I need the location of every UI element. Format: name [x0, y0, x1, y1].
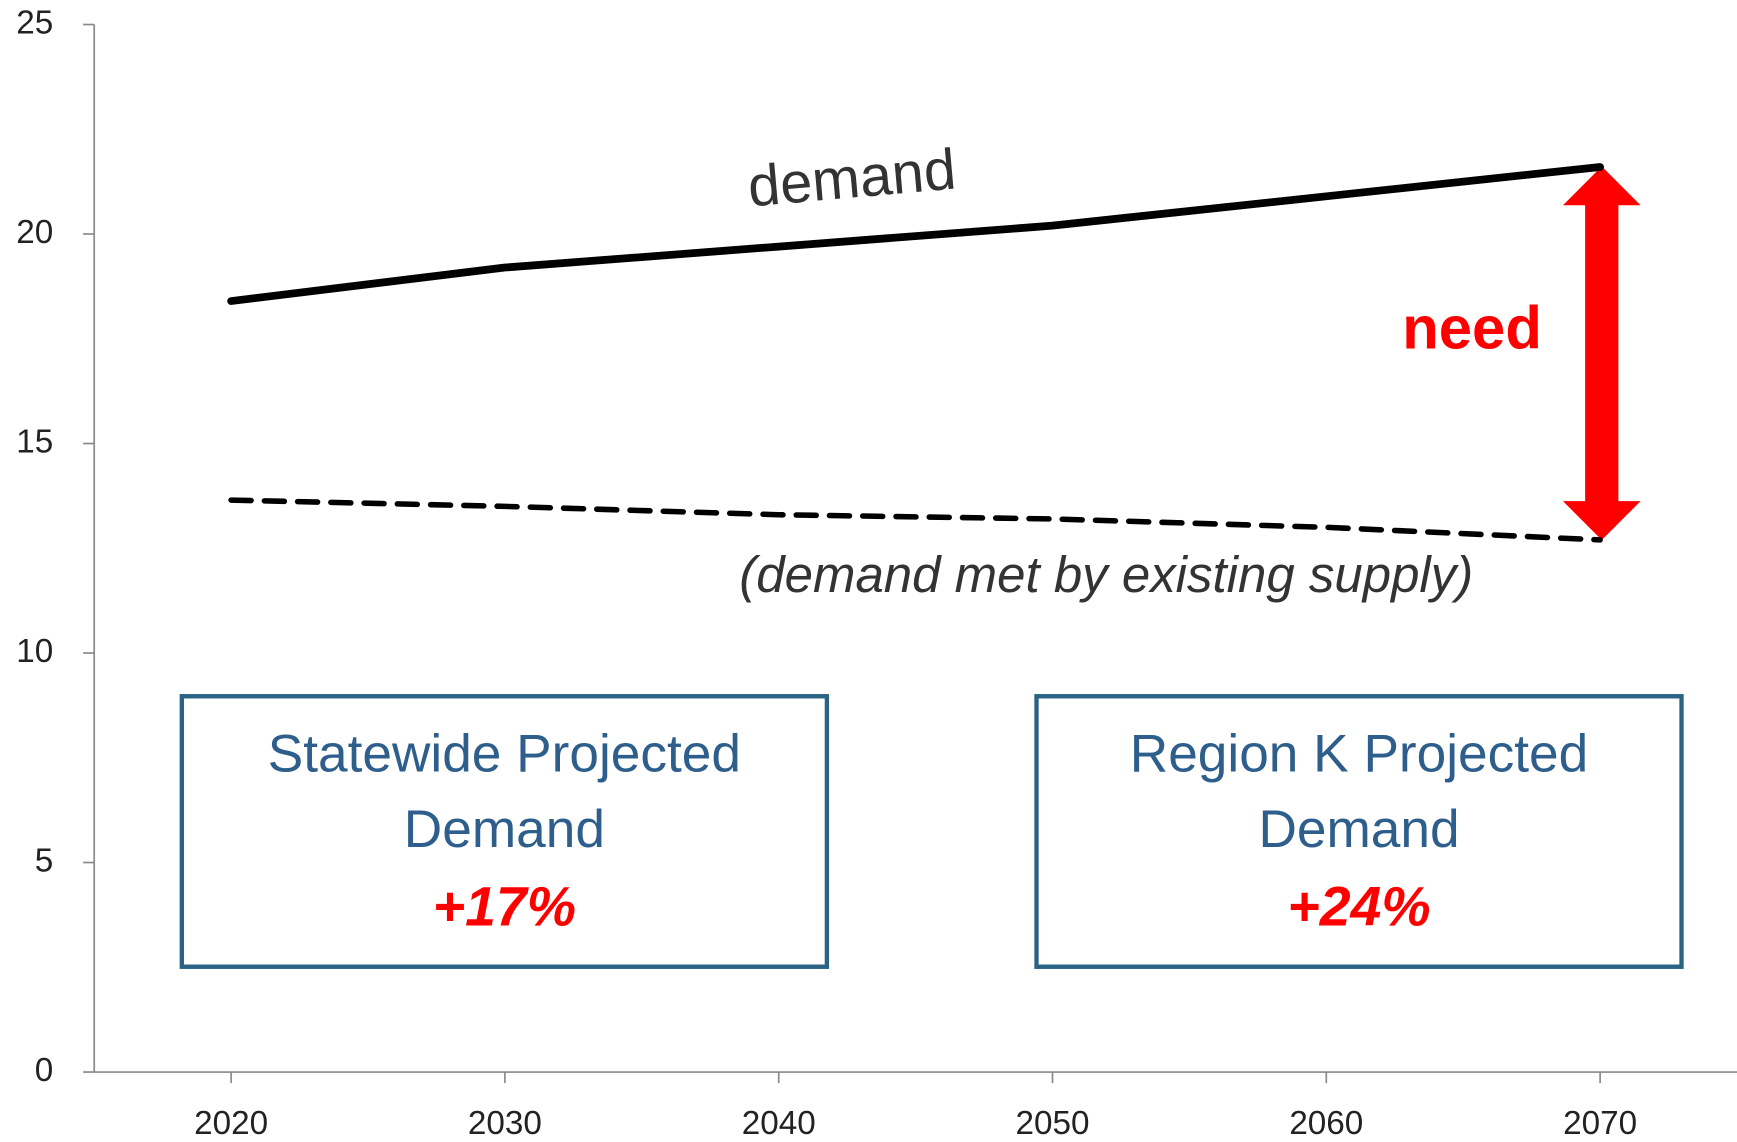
supply-label: (demand met by existing supply) — [739, 546, 1473, 603]
x-tick-label: 2070 — [1563, 1105, 1637, 1142]
statewide-change: +17% — [432, 875, 577, 938]
x-tick-label: 2020 — [194, 1105, 268, 1142]
region-change: +24% — [1287, 875, 1431, 938]
region-box: Region K Projected Demand +24% — [1034, 694, 1684, 969]
axes: 0 5 10 15 20 25 2020 2030 2040 2050 2060 2070 — [16, 4, 1737, 1142]
x-tick-label: 2040 — [742, 1105, 816, 1142]
y-tick-label: 10 — [16, 633, 53, 670]
need-arrow — [1562, 166, 1641, 540]
x-tick-label: 2050 — [1016, 1105, 1090, 1142]
x-tick-label: 2030 — [468, 1105, 542, 1142]
demand-label: demand — [745, 138, 958, 220]
y-tick-label: 20 — [16, 214, 53, 251]
statewide-title: Statewide Projected Demand — [267, 725, 741, 860]
region-box-frame: Region K Projected Demand +24% — [1034, 694, 1684, 969]
statewide-box-frame: Statewide Projected Demand +17% — [179, 694, 830, 969]
x-tick-label: 2060 — [1289, 1105, 1363, 1142]
statewide-box: Statewide Projected Demand +17% — [179, 694, 830, 969]
y-tick-label: 15 — [16, 423, 53, 460]
y-tick-label: 5 — [35, 842, 53, 879]
need-label: need — [1402, 294, 1542, 361]
region-title: Region K Projected Demand — [1129, 725, 1589, 860]
y-tick-label: 25 — [16, 4, 53, 41]
y-tick-label: 0 — [35, 1052, 53, 1089]
series-line — [228, 497, 1603, 543]
series-line — [227, 163, 1604, 305]
